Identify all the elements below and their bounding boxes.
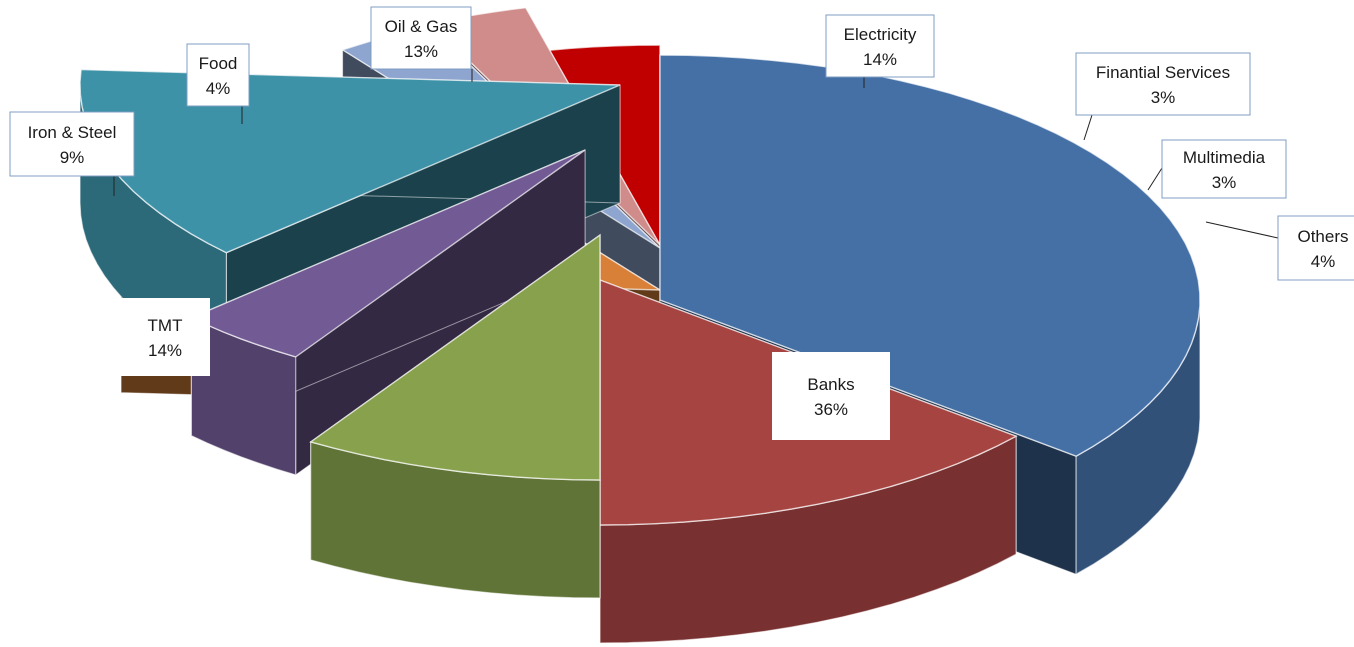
label-percent-food: 4% <box>206 79 231 98</box>
pie-slice-food <box>189 149 586 476</box>
data-label-finantial-services: Finantial Services 3% <box>1075 52 1251 141</box>
label-percent-multimedia: 3% <box>1212 173 1237 192</box>
label-percent-others: 4% <box>1311 252 1336 271</box>
pie-slices <box>79 5 1201 644</box>
label-box-oil-gas <box>370 6 472 70</box>
data-label-iron-steel: Iron & Steel 9% <box>9 111 135 196</box>
label-box-multimedia <box>1161 139 1287 199</box>
label-category-food: Food <box>199 54 238 73</box>
label-category-others: Others <box>1297 227 1348 246</box>
label-category-tmt: TMT <box>148 316 183 335</box>
label-percent-finantial-services: 3% <box>1151 88 1176 107</box>
label-percent-oil-gas: 13% <box>404 42 438 61</box>
leader-line-finantial-services <box>1083 114 1093 141</box>
label-percent-tmt: 14% <box>148 341 182 360</box>
data-label-food: Food 4% <box>186 43 250 124</box>
label-box-electricity <box>825 14 935 78</box>
label-percent-electricity: 14% <box>863 50 897 69</box>
label-category-electricity: Electricity <box>844 25 917 44</box>
pie-slice-iron-steel <box>309 233 601 599</box>
label-box-banks <box>772 352 890 440</box>
leader-line-others <box>1205 221 1279 239</box>
label-category-oil-gas: Oil & Gas <box>385 17 458 36</box>
data-label-electricity: Electricity 14% <box>825 14 935 88</box>
label-category-iron-steel: Iron & Steel <box>28 123 117 142</box>
data-label-others: Others 4% <box>1205 215 1354 281</box>
label-box-tmt <box>120 298 210 376</box>
label-percent-iron-steel: 9% <box>60 148 85 167</box>
label-percent-banks: 36% <box>814 400 848 419</box>
label-category-banks: Banks <box>807 375 854 394</box>
label-category-finantial-services: Finantial Services <box>1096 63 1230 82</box>
data-label-tmt: TMT 14% <box>120 298 210 376</box>
data-label-banks: Banks 36% <box>772 352 890 440</box>
data-label-multimedia: Multimedia 3% <box>1147 139 1287 199</box>
label-box-finantial-services <box>1075 52 1251 116</box>
label-box-food <box>186 43 250 107</box>
label-category-multimedia: Multimedia <box>1183 148 1266 167</box>
slice-top-iron-steel <box>309 233 601 481</box>
leader-line-multimedia <box>1147 167 1163 191</box>
data-labels: Banks 36% TMT 14% Iron & Steel 9% Food 4% Oil & … <box>9 6 1354 440</box>
data-label-oil-gas: Oil & Gas 13% <box>370 6 473 82</box>
label-box-others <box>1277 215 1354 281</box>
label-box-iron-steel <box>9 111 135 177</box>
